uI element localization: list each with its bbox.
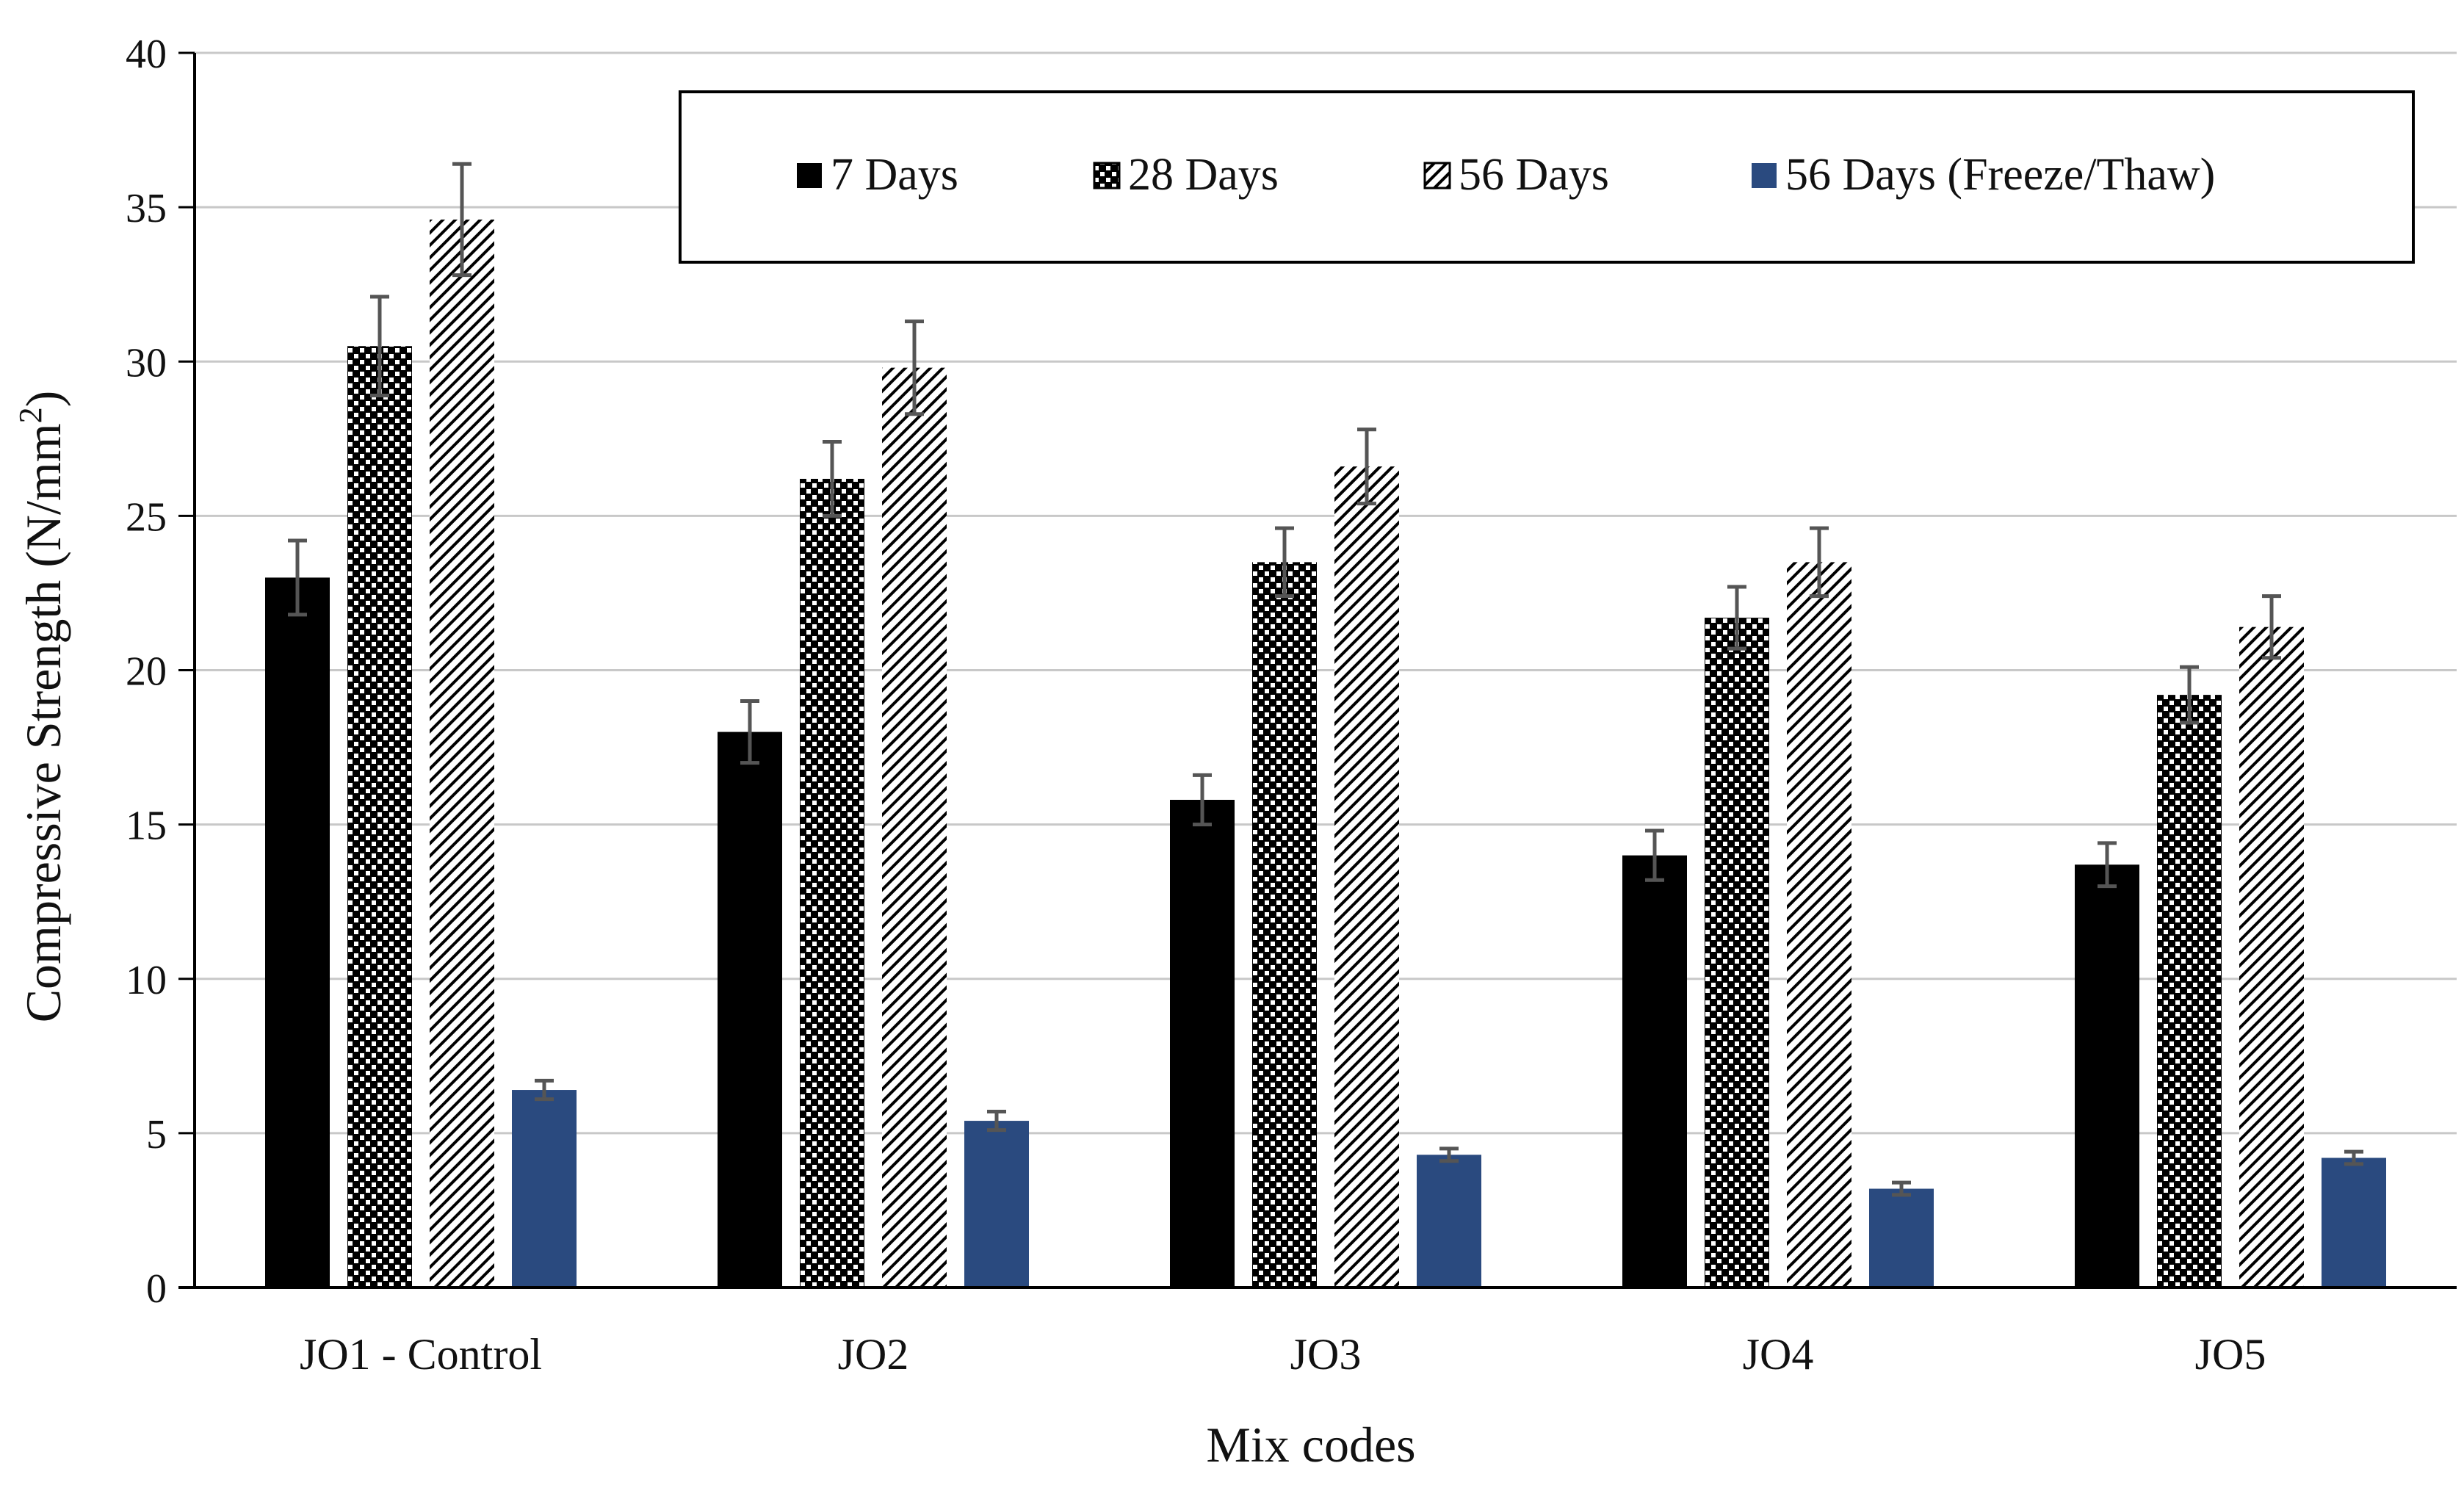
- error-bar: [370, 295, 389, 397]
- legend-item: 28 Days: [1093, 150, 1279, 200]
- y-tick-label: 0: [146, 1266, 167, 1312]
- error-bar: [535, 1078, 554, 1102]
- bar-7-days-jo4: [1622, 855, 1687, 1287]
- x-tick-label: JO4: [1743, 1330, 1814, 1379]
- y-axis-title: Compressive Strength (N/mm2): [12, 391, 71, 1023]
- bar-56-days-jo2: [882, 367, 947, 1287]
- bar-28-days-jo5: [2157, 695, 2222, 1287]
- legend-frame: [679, 90, 2415, 264]
- legend-label: 56 Days: [1459, 150, 1609, 200]
- error-bars: [288, 162, 2363, 1197]
- bar-56-days-jo1-control: [430, 219, 494, 1287]
- error-bar: [288, 538, 307, 617]
- error-bar: [905, 319, 924, 416]
- bar-56-days-freeze-thaw--jo1-control: [512, 1090, 577, 1287]
- legend-swatch: [797, 163, 822, 188]
- bar-7-days-jo5: [2075, 864, 2139, 1287]
- legend-label: 56 Days (Freeze/Thaw): [1785, 150, 2215, 200]
- legend-swatch: [1752, 163, 1777, 188]
- legend-swatch: [1423, 162, 1451, 189]
- x-axis-title: Mix codes: [1206, 1417, 1415, 1473]
- bar-7-days-jo1-control: [265, 577, 330, 1287]
- bar-7-days-jo3: [1170, 800, 1235, 1287]
- error-bar: [1645, 828, 1664, 882]
- error-bar: [1193, 773, 1212, 827]
- legend: 7 Days 28 Days 56 Days 56 Days (Freeze/Thaw…: [679, 90, 2415, 264]
- error-bar: [1357, 427, 1376, 506]
- error-bar: [2180, 665, 2199, 725]
- bar-56-days-jo5: [2239, 626, 2304, 1287]
- y-axis-title-main: Compressive Strength (N/mm: [15, 423, 71, 1022]
- error-bar: [2262, 594, 2281, 660]
- x-tick-labels: JO1 - Control JO2 JO3 JO4 JO5: [300, 1330, 2266, 1379]
- error-bar: [1275, 526, 1294, 599]
- bar-56-days-freeze-thaw--jo4: [1869, 1188, 1934, 1287]
- bar-56-days-freeze-thaw--jo2: [964, 1121, 1029, 1287]
- legend-item: 56 Days (Freeze/Thaw): [1752, 150, 2215, 200]
- error-bar: [452, 162, 472, 278]
- y-tick-label: 10: [126, 958, 167, 1003]
- y-tick-label: 15: [126, 803, 167, 849]
- bar-56-days-freeze-thaw--jo5: [2322, 1157, 2386, 1287]
- error-bar: [740, 699, 759, 765]
- y-tick-label: 25: [126, 494, 167, 540]
- error-bar: [1892, 1180, 1911, 1197]
- bar-56-days-jo3: [1334, 466, 1399, 1287]
- bar-7-days-jo2: [718, 732, 782, 1287]
- bars: [265, 219, 2386, 1287]
- y-tick-label: 35: [126, 186, 167, 231]
- x-tick-label: JO2: [838, 1330, 909, 1379]
- error-bar: [2098, 841, 2117, 889]
- x-tick-label: JO1 - Control: [300, 1330, 542, 1379]
- bar-28-days-jo2: [800, 478, 864, 1287]
- y-tick-label: 20: [126, 649, 167, 695]
- legend-label: 28 Days: [1128, 150, 1279, 200]
- legend-item: 7 Days: [797, 150, 958, 200]
- legend-swatch: [1093, 162, 1121, 189]
- y-tick-label: 30: [126, 340, 167, 386]
- legend-label: 7 Days: [831, 150, 958, 200]
- error-bar: [1727, 585, 1746, 651]
- error-bar: [987, 1109, 1006, 1133]
- error-bar: [1810, 526, 1829, 599]
- y-tick-labels: 0 5 10 15 20 25 30 35 40: [126, 32, 195, 1312]
- error-bar: [823, 440, 842, 518]
- y-tick-label: 5: [146, 1112, 167, 1157]
- x-tick-label: JO5: [2195, 1330, 2266, 1379]
- bar-28-days-jo1-control: [347, 346, 412, 1287]
- error-bar: [2344, 1149, 2363, 1166]
- x-tick-label: JO3: [1290, 1330, 1362, 1379]
- y-axis-title-close: ): [15, 391, 71, 408]
- bar-28-days-jo4: [1705, 618, 1769, 1287]
- legend-item: 56 Days: [1423, 150, 1609, 200]
- gridlines: [195, 51, 2457, 1135]
- y-tick-label: 40: [126, 32, 167, 77]
- bar-56-days-freeze-thaw--jo3: [1417, 1155, 1481, 1287]
- bar-56-days-jo4: [1787, 562, 1851, 1287]
- y-axis-title-superscript: 2: [12, 407, 48, 423]
- error-bar: [1439, 1146, 1459, 1163]
- bar-28-days-jo3: [1252, 562, 1317, 1287]
